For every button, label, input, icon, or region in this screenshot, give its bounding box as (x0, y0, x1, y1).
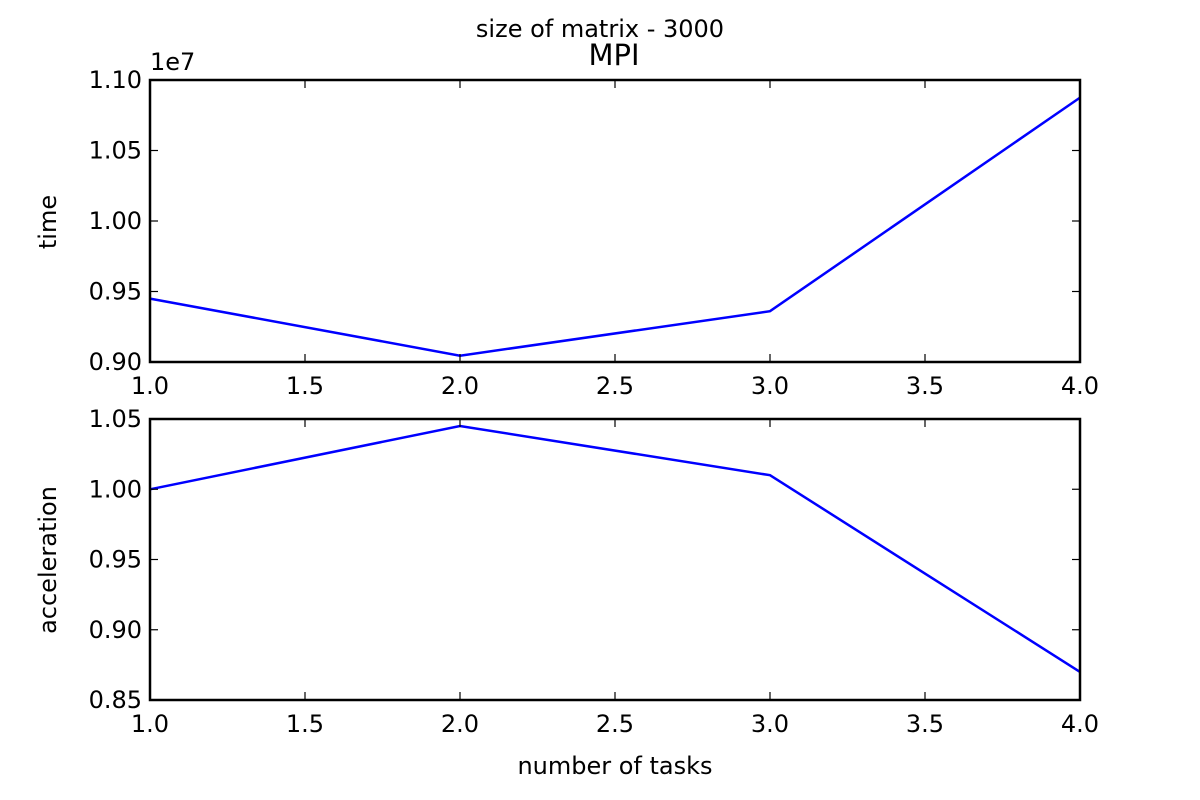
acceleration-plot-x-tick-label: 4.0 (1061, 710, 1099, 738)
acceleration-plot-xlabel: number of tasks (517, 752, 712, 780)
time-plot-y-tick-label: 1.00 (89, 207, 142, 235)
acceleration-plot-x-tick-label: 2.0 (441, 710, 479, 738)
time-plot-offset-text: 1e7 (150, 48, 195, 76)
acceleration-plot-x-tick-label: 1.5 (286, 710, 324, 738)
acceleration-plot-y-tick-label: 0.90 (89, 616, 142, 644)
time-plot-x-tick-label: 4.0 (1061, 372, 1099, 400)
acceleration-plot-x-tick-label: 1.0 (131, 710, 169, 738)
time-plot-title: MPI (588, 38, 639, 72)
time-plot-y-tick-label: 1.05 (89, 137, 142, 165)
time-plot-ylabel: time (34, 195, 62, 249)
figure-suptitle: size of matrix - 3000 (476, 15, 724, 43)
acceleration-plot-x-tick-label: 2.5 (596, 710, 634, 738)
time-plot-x-tick-label: 2.0 (441, 372, 479, 400)
time-plot-y-tick-label: 0.95 (89, 278, 142, 306)
time-plot-frame (148, 78, 1082, 364)
time-plot-y-tick-label: 1.10 (89, 66, 142, 94)
acceleration-plot-y-tick-label: 1.00 (89, 475, 142, 503)
acceleration-plot-y-tick-label: 0.95 (89, 546, 142, 574)
acceleration-plot-y-tick-label: 1.05 (89, 405, 142, 433)
time-plot-x-tick-label: 3.0 (751, 372, 789, 400)
acceleration-plot-x-tick-label: 3.5 (906, 710, 944, 738)
acceleration-plot: acceleration number of tasks 1.0 1.5 2.0 2.… (34, 405, 1099, 780)
time-plot-x-tick-label: 3.5 (906, 372, 944, 400)
time-plot-x-tick-label: 1.5 (286, 372, 324, 400)
acceleration-plot-x-tick-label: 3.0 (751, 710, 789, 738)
acceleration-plot-y-tick-label: 0.85 (89, 686, 142, 714)
acceleration-plot-series-line (149, 424, 1081, 673)
acceleration-plot-ylabel: acceleration (34, 486, 62, 634)
time-plot-x-tick-label: 2.5 (596, 372, 634, 400)
time-plot-y-tick-label: 0.90 (89, 348, 142, 376)
time-plot-x-tick-label: 1.0 (131, 372, 169, 400)
time-plot-series-line (149, 96, 1081, 357)
time-plot: MPI 1e7 time 1.0 1.5 2.0 2.5 3.0 3.5 4.0 0.90 0.… (34, 38, 1099, 400)
